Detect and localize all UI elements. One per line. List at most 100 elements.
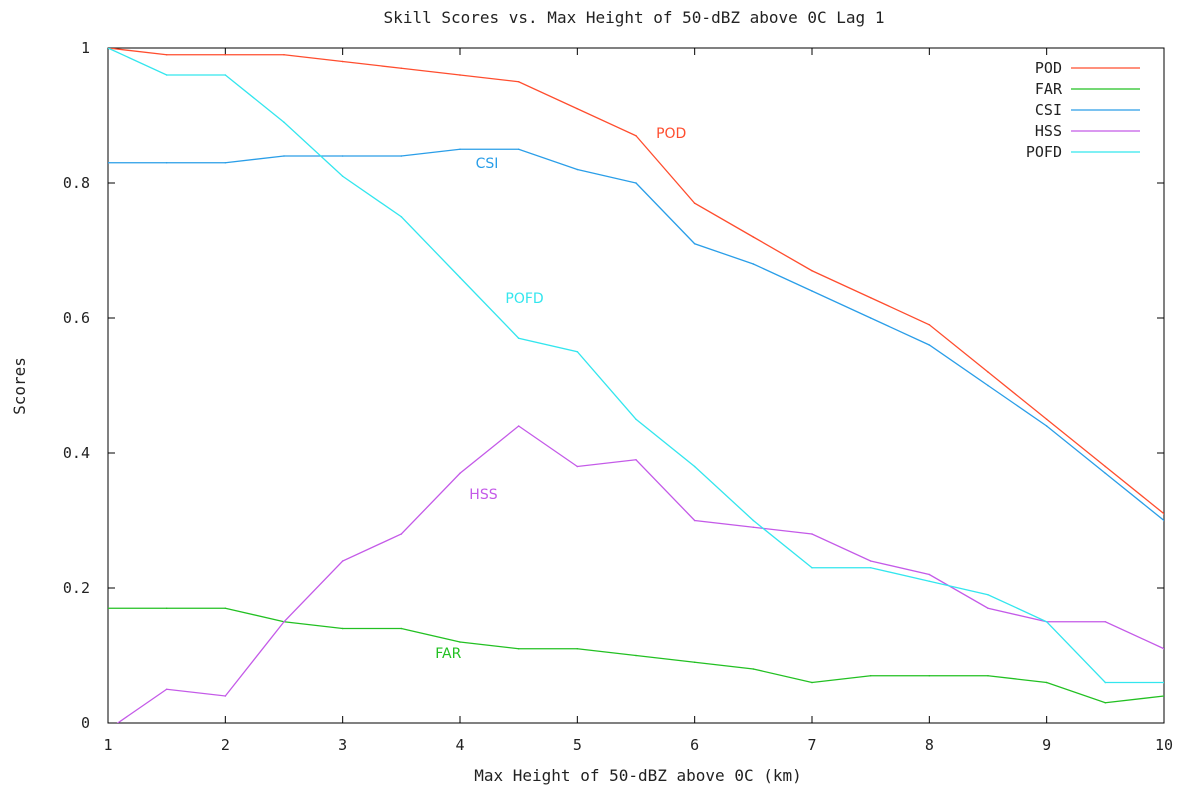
data-point-csi: [752, 263, 755, 265]
data-point-pod: [517, 80, 520, 83]
chart-title: Skill Scores vs. Max Height of 50-dBZ ab…: [384, 8, 885, 27]
y-tick-label: 0.6: [63, 309, 90, 327]
data-point-far: [459, 641, 461, 643]
data-point-pofd: [1104, 681, 1107, 684]
data-point-hss: [341, 560, 344, 562]
data-point-far: [108, 607, 109, 610]
data-point-pod: [1163, 512, 1164, 515]
x-tick-label: 6: [690, 736, 699, 754]
data-point-pod: [1104, 465, 1107, 468]
data-point-pod: [224, 53, 227, 56]
data-point-pofd: [1045, 620, 1048, 623]
x-tick-label: 10: [1155, 736, 1173, 754]
data-point-csi: [576, 168, 579, 171]
data-point-hss: [635, 458, 637, 461]
data-point-pofd: [869, 566, 872, 569]
data-point-far: [1163, 695, 1164, 697]
data-point-pofd: [693, 465, 696, 468]
data-point-hss: [224, 695, 227, 697]
data-point-far: [517, 647, 520, 650]
series-line-pod: [108, 48, 1164, 515]
data-point-hss: [1104, 620, 1107, 623]
y-tick-label: 0.8: [63, 174, 90, 192]
data-point-far: [341, 627, 344, 630]
data-point-csi: [224, 161, 227, 164]
data-point-csi: [928, 344, 931, 346]
data-point-pod: [1045, 418, 1048, 421]
data-point-pod: [635, 134, 637, 137]
data-point-pod: [811, 269, 813, 272]
data-point-hss: [811, 533, 813, 535]
data-point-pod: [869, 296, 872, 299]
data-point-pofd: [283, 121, 285, 124]
data-point-csi: [1045, 425, 1048, 427]
data-point-pofd: [987, 593, 989, 596]
data-point-far: [987, 674, 989, 677]
data-point-csi: [341, 155, 344, 157]
y-axis-label: Scores: [10, 357, 29, 415]
data-point-pod: [576, 107, 579, 110]
series-line-hss: [116, 425, 1164, 723]
data-point-pofd: [635, 418, 637, 421]
x-axis-label: Max Height of 50-dBZ above 0C (km): [474, 766, 802, 785]
data-point-csi: [165, 161, 168, 164]
data-point-csi: [108, 161, 109, 164]
data-point-hss: [928, 573, 931, 576]
x-tick-label: 4: [455, 736, 464, 754]
data-point-pofd: [1163, 681, 1164, 684]
data-point-hss: [987, 607, 989, 610]
data-point-hss: [752, 526, 755, 529]
data-point-pod: [987, 371, 989, 373]
x-tick-label: 7: [807, 736, 816, 754]
data-point-pofd: [400, 215, 403, 218]
axis-ticks: 1 2 3 4 5 6 7 8 9 10 0 0.2 0.4 0.6 0.8 1: [63, 39, 1173, 754]
data-point-csi: [400, 155, 403, 157]
series-line-pofd: [108, 48, 1164, 684]
data-point-far: [576, 647, 579, 650]
legend-label-pofd: POFD: [1026, 143, 1062, 161]
data-point-pofd: [928, 580, 931, 583]
y-tick-label: 0.4: [63, 444, 90, 462]
data-point-csi: [693, 242, 696, 245]
data-point-pofd: [576, 350, 579, 353]
data-point-pod: [400, 67, 403, 70]
data-point-far: [693, 661, 696, 664]
data-point-pod: [459, 74, 461, 76]
x-tick-label: 3: [338, 736, 347, 754]
data-point-far: [165, 607, 168, 610]
y-tick-label: 0.2: [63, 579, 90, 597]
data-point-hss: [459, 472, 461, 475]
data-point-hss: [693, 519, 696, 522]
data-point-csi: [1104, 472, 1107, 475]
data-point-far: [224, 607, 227, 610]
data-point-hss: [1163, 647, 1164, 650]
legend-label-csi: CSI: [1035, 101, 1062, 119]
data-point-hss: [400, 533, 403, 535]
annotation-far: FAR: [435, 646, 461, 662]
y-tick-label: 1: [81, 39, 90, 57]
data-point-far: [928, 674, 931, 677]
data-point-far: [1104, 701, 1107, 704]
data-point-pofd: [341, 175, 344, 178]
data-point-csi: [517, 148, 520, 151]
data-point-far: [1045, 681, 1048, 684]
data-point-hss: [869, 560, 872, 562]
data-point-pofd: [459, 276, 461, 279]
legend: POD FAR CSI HSS POFD: [1026, 59, 1140, 161]
data-point-pod: [165, 53, 168, 56]
legend-label-hss: HSS: [1035, 122, 1062, 140]
data-point-csi: [635, 182, 637, 184]
annotation-csi: CSI: [476, 156, 499, 172]
data-point-pod: [341, 60, 344, 63]
x-tick-label: 5: [573, 736, 582, 754]
x-tick-label: 1: [103, 736, 112, 754]
data-point-hss: [283, 620, 285, 623]
legend-label-pod: POD: [1035, 59, 1062, 77]
data-point-csi: [1163, 519, 1164, 522]
data-point-hss: [576, 465, 579, 468]
annotation-layer: POD CSI POFD HSS FAR: [435, 126, 686, 662]
annotation-pofd: POFD: [505, 291, 543, 307]
data-point-pofd: [517, 337, 520, 340]
data-point-far: [752, 668, 755, 670]
